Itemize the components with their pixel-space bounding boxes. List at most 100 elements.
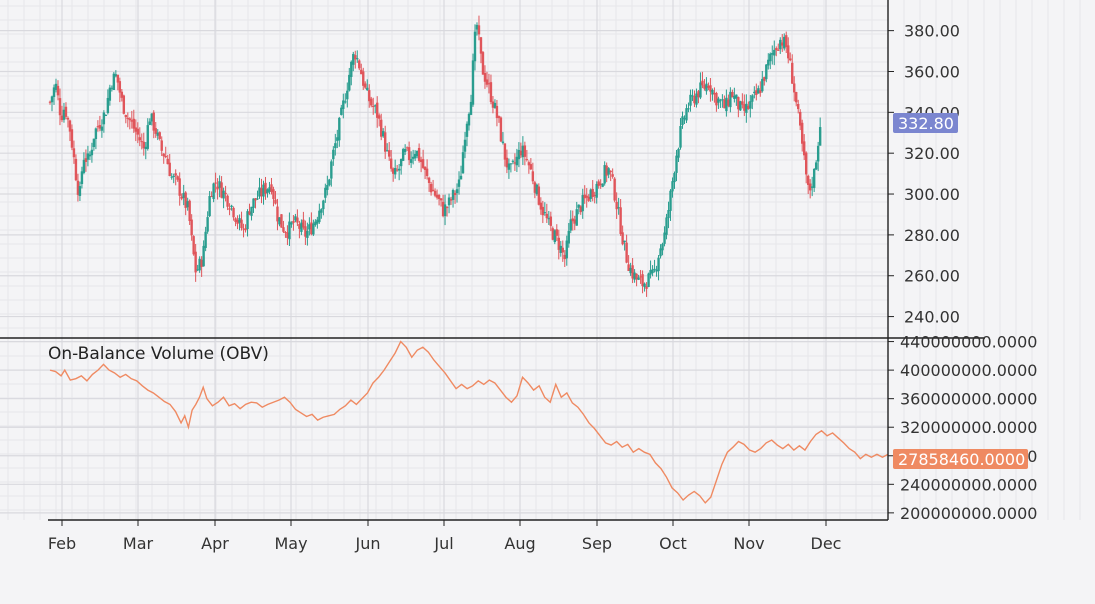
candle-body xyxy=(362,71,365,86)
candle-body xyxy=(479,37,483,54)
candle-body xyxy=(411,156,415,159)
candle-body xyxy=(607,168,610,175)
candle-body xyxy=(224,192,227,195)
candle-body xyxy=(673,173,676,183)
candle-body xyxy=(657,257,660,272)
candle-body xyxy=(451,190,455,200)
candle-body xyxy=(397,168,401,171)
candle-body xyxy=(803,141,806,156)
candle-body xyxy=(112,73,116,91)
candle-body xyxy=(170,176,173,178)
candle-body xyxy=(192,236,195,255)
candle-body xyxy=(443,204,447,217)
candle-body xyxy=(523,145,527,157)
candle-body xyxy=(196,269,199,271)
candle-body xyxy=(254,198,257,201)
price-pane xyxy=(48,15,822,297)
candle-body xyxy=(382,131,385,137)
candle-body xyxy=(635,273,638,280)
candle-body xyxy=(527,162,531,166)
candle-body xyxy=(795,92,798,103)
candle-body xyxy=(64,106,68,117)
candle-body xyxy=(667,210,670,219)
candle-body xyxy=(164,155,167,158)
candle-body xyxy=(745,103,748,113)
candle-body xyxy=(499,117,503,142)
candle-body xyxy=(431,189,435,192)
candle-body xyxy=(751,95,754,102)
candle-body xyxy=(200,259,203,267)
candle-body xyxy=(140,141,143,143)
candle-body xyxy=(661,243,664,251)
candle-body xyxy=(407,147,411,161)
candle-body xyxy=(437,195,441,199)
candle-body xyxy=(322,200,325,210)
candle-body xyxy=(669,190,672,211)
candle-body xyxy=(260,188,263,197)
candle-body xyxy=(298,224,301,229)
candle-body xyxy=(50,96,54,103)
candle-body xyxy=(799,111,802,126)
candle-body xyxy=(487,83,491,85)
candle-body xyxy=(721,99,724,101)
candle-body xyxy=(238,218,241,223)
candle-body xyxy=(130,120,134,122)
candle-body xyxy=(723,99,726,109)
candle-body xyxy=(384,132,387,152)
candle-body xyxy=(816,145,820,162)
candle-body xyxy=(779,39,782,50)
candle-body xyxy=(306,230,309,238)
candle-body xyxy=(62,109,66,120)
candle-body xyxy=(314,221,317,226)
candle-body xyxy=(651,269,654,274)
candle-body xyxy=(66,117,70,120)
candle-body xyxy=(793,83,796,93)
candle-body xyxy=(252,198,255,208)
candle-body xyxy=(310,222,313,235)
candle-body xyxy=(763,77,766,81)
candle-body xyxy=(609,170,612,173)
candle-body xyxy=(108,87,112,101)
candle-body xyxy=(573,219,576,224)
candle-body xyxy=(370,98,373,106)
month-label: Jul xyxy=(433,534,453,553)
obv-tick-label: 400000000.0000 xyxy=(900,361,1037,380)
candle-body xyxy=(747,105,750,110)
candle-body xyxy=(727,99,730,106)
candle-body xyxy=(110,87,114,89)
candle-body xyxy=(485,79,489,85)
candle-body xyxy=(374,105,377,107)
candle-body xyxy=(671,181,674,192)
candle-body xyxy=(755,90,758,96)
candle-body xyxy=(739,101,742,111)
candle-body xyxy=(533,182,537,193)
candle-body xyxy=(791,62,794,84)
candle-body xyxy=(419,159,423,163)
candle-body xyxy=(186,201,189,208)
candle-body xyxy=(595,183,598,198)
candle-body xyxy=(270,184,273,192)
candle-body xyxy=(743,104,746,111)
candle-body xyxy=(507,163,511,170)
candle-body xyxy=(401,149,405,161)
candle-body xyxy=(340,107,343,115)
candle-body xyxy=(194,251,197,273)
candle-body xyxy=(765,64,768,80)
candle-body xyxy=(280,214,283,228)
candle-body xyxy=(495,105,499,118)
candle-body xyxy=(236,219,239,224)
candle-body xyxy=(132,118,135,129)
candle-body xyxy=(749,101,752,109)
candle-body xyxy=(733,95,736,99)
candle-body xyxy=(168,162,171,177)
candle-body xyxy=(144,146,147,150)
candle-body xyxy=(360,69,363,75)
candle-body xyxy=(342,100,345,109)
candle-body xyxy=(90,149,94,156)
candle-body xyxy=(320,209,323,213)
candle-body xyxy=(691,95,694,97)
candle-body xyxy=(597,181,600,186)
candle-body xyxy=(356,58,359,60)
candle-body xyxy=(82,159,86,173)
candle-body xyxy=(471,60,475,105)
